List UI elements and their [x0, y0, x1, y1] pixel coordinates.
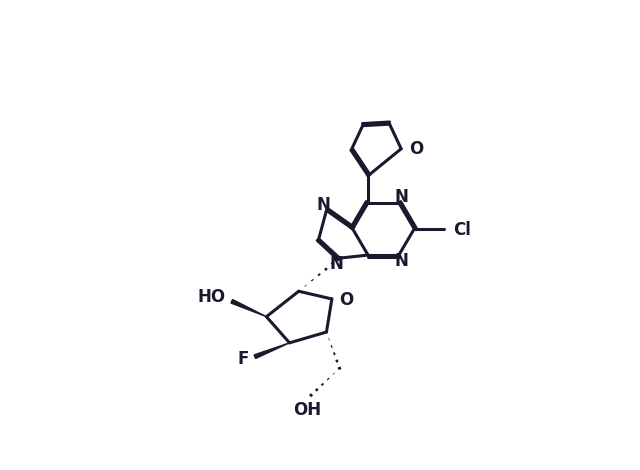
Text: N: N [330, 255, 344, 273]
Text: HO: HO [198, 289, 225, 306]
Polygon shape [231, 299, 266, 317]
Text: F: F [237, 350, 249, 368]
Text: OH: OH [293, 401, 321, 419]
Text: N: N [316, 196, 330, 214]
Text: O: O [340, 291, 354, 309]
Text: O: O [409, 140, 423, 158]
Text: Cl: Cl [452, 221, 470, 239]
Text: N: N [394, 252, 408, 270]
Text: N: N [394, 188, 408, 206]
Polygon shape [254, 343, 289, 359]
